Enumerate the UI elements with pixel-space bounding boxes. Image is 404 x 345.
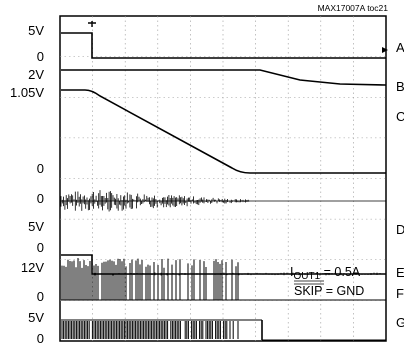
- scale-label-d-zero: 0: [37, 191, 44, 206]
- scale-label-b-high: 2V: [28, 67, 44, 82]
- trace-marker-a: A: [396, 40, 404, 55]
- chart-title: MAX17007A toc21: [318, 3, 389, 13]
- scale-label-e-high: 5V: [28, 219, 44, 234]
- trace-marker-b: B: [396, 79, 404, 94]
- trace-marker-g: G: [396, 315, 404, 330]
- trace-marker-c: C: [396, 109, 404, 124]
- scale-label-a-high: 5V: [28, 23, 44, 38]
- scale-label-e-zero: 0: [37, 240, 44, 255]
- scale-label-f-high: 12V: [21, 260, 44, 275]
- scale-label-a-zero: 0: [37, 49, 44, 64]
- trigger-marker: [88, 21, 96, 27]
- trace-markers: A B C D E F G: [396, 40, 404, 330]
- annotation-line2: SKIP = GND: [294, 284, 364, 298]
- scale-label-f-zero: 0: [37, 289, 44, 304]
- trace-marker-d: D: [396, 222, 404, 237]
- scale-labels: 5V 0 2V 1.05V 0 0 5V 0 12V 0 5V 0: [10, 23, 44, 345]
- scale-label-c-high: 1.05V: [10, 85, 44, 100]
- trace-e-noise: [91, 272, 384, 276]
- trace-f: [61, 258, 386, 301]
- trace-marker-e: E: [396, 265, 404, 280]
- trace-b: [61, 69, 387, 86]
- scale-label-g-high: 5V: [28, 310, 44, 325]
- scale-label-g-zero: 0: [37, 331, 44, 345]
- scale-label-c-zero: 0: [37, 161, 44, 176]
- trace-d: [60, 190, 386, 212]
- annotation-line1: IOUT1 = 0.5A: [290, 265, 361, 282]
- trace-a: [61, 32, 386, 59]
- trace-marker-f: F: [396, 286, 404, 301]
- trace-g-burst: [61, 319, 386, 341]
- ground-arrow-a: [382, 47, 388, 53]
- annotation: IOUT1 = 0.5A SKIP = GND: [290, 265, 364, 298]
- trace-c: [61, 89, 386, 174]
